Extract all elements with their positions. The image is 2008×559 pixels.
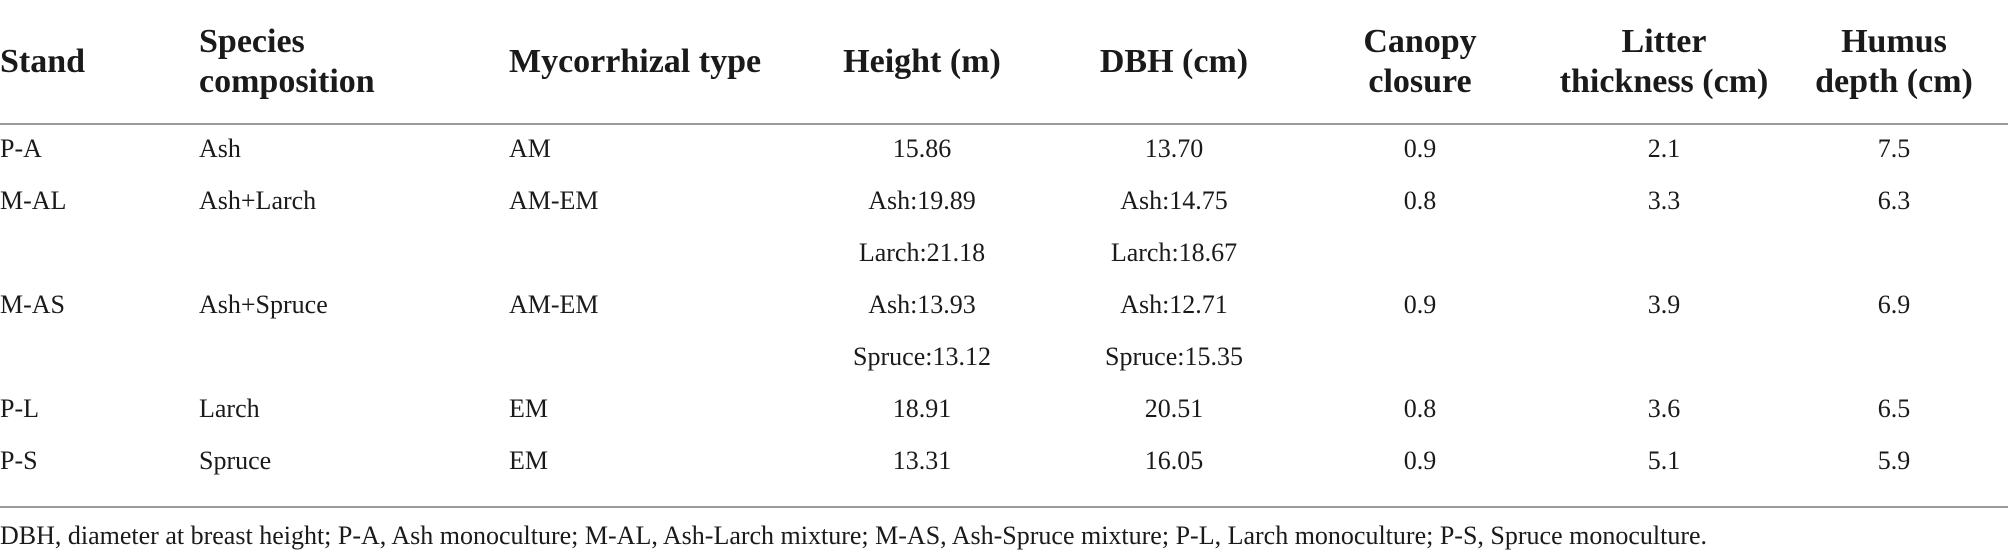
cell-humus: 7.5	[1877, 134, 1911, 163]
header-humus-line1: Humus	[1841, 23, 1947, 60]
cell-stand: P-S	[0, 446, 38, 475]
cell-canopy: 0.9	[1403, 134, 1437, 163]
table-footnote: DBH, diameter at breast height; P-A, Ash…	[0, 521, 1708, 550]
cell-litter: 3.6	[1647, 394, 1681, 423]
header-litter-line1: Litter	[1621, 23, 1707, 60]
cell-dbh: 16.05	[1144, 446, 1204, 475]
cell-litter: 2.1	[1647, 134, 1681, 163]
cell-height: Larch:21.18	[858, 238, 986, 267]
cell-height: Ash:13.93	[868, 290, 976, 319]
table-row: M-AL Ash+Larch AM-EM Ash:19.89 Ash:14.75…	[0, 175, 2008, 227]
table-row: P-A Ash AM 15.86 13.70 0.9 2.1 7.5	[0, 123, 2008, 175]
table-row: Larch:21.18 Larch:18.67	[0, 227, 2008, 279]
table-row: M-AS Ash+Spruce AM-EM Ash:13.93 Ash:12.7…	[0, 279, 2008, 331]
header-mycorrhizal-type: Mycorrhizal type	[509, 43, 762, 80]
cell-canopy: 0.8	[1403, 186, 1437, 215]
header-dbh: DBH (cm)	[1099, 43, 1249, 80]
cell-height: 15.86	[892, 134, 952, 163]
cell-mycorrhizal: AM-EM	[509, 290, 599, 319]
cell-canopy: 0.9	[1403, 290, 1437, 319]
cell-mycorrhizal: EM	[509, 446, 548, 475]
header-stand: Stand	[0, 43, 86, 80]
cell-height: 18.91	[892, 394, 952, 423]
cell-height: Spruce:13.12	[853, 342, 991, 371]
header-species-line2: composition	[199, 63, 375, 100]
cell-species: Ash	[199, 134, 241, 163]
cell-height: 13.31	[892, 446, 952, 475]
cell-humus: 6.5	[1877, 394, 1911, 423]
cell-dbh: Larch:18.67	[1110, 238, 1238, 267]
table-row: P-L Larch EM 18.91 20.51 0.8 3.6 6.5	[0, 383, 2008, 435]
table-row: P-S Spruce EM 13.31 16.05 0.9 5.1 5.9	[0, 435, 2008, 487]
cell-stand: P-A	[0, 134, 42, 163]
cell-dbh: Ash:14.75	[1120, 186, 1228, 215]
header-humus-line2: depth (cm)	[1815, 63, 1973, 100]
cell-humus: 6.9	[1877, 290, 1911, 319]
cell-canopy: 0.9	[1403, 446, 1437, 475]
header-litter-thickness: Litter thickness (cm)	[1560, 22, 1769, 102]
table-row: Spruce:13.12 Spruce:15.35	[0, 331, 2008, 383]
header-litter-line2: thickness (cm)	[1559, 63, 1769, 100]
cell-litter: 3.3	[1647, 186, 1681, 215]
cell-dbh: 20.51	[1144, 394, 1204, 423]
table-header: Stand Species composition Mycorrhizal ty…	[0, 0, 2008, 124]
header-canopy-closure: Canopy closure	[1363, 22, 1476, 102]
cell-species: Larch	[199, 394, 260, 423]
header-humus-depth: Humus depth (cm)	[1815, 22, 1973, 102]
header-height: Height (m)	[843, 43, 1001, 80]
cell-stand: M-AS	[0, 290, 66, 319]
cell-dbh: 13.70	[1144, 134, 1204, 163]
cell-height: Ash:19.89	[868, 186, 976, 215]
cell-dbh: Ash:12.71	[1120, 290, 1228, 319]
cell-humus: 6.3	[1877, 186, 1911, 215]
header-species-line1: Species	[199, 23, 305, 60]
cell-mycorrhizal: EM	[509, 394, 548, 423]
cell-species: Spruce	[199, 446, 272, 475]
header-canopy-line2: closure	[1368, 63, 1472, 100]
cell-mycorrhizal: AM-EM	[509, 186, 599, 215]
cell-litter: 5.1	[1647, 446, 1681, 475]
header-rule	[0, 123, 2008, 125]
cell-litter: 3.9	[1647, 290, 1681, 319]
cell-dbh: Spruce:15.35	[1105, 342, 1243, 371]
cell-mycorrhizal: AM	[509, 134, 551, 163]
header-species-composition: Species composition	[199, 22, 375, 102]
cell-species: Ash+Larch	[199, 186, 317, 215]
cell-species: Ash+Spruce	[199, 290, 328, 319]
table-bottom-rule	[0, 506, 2008, 508]
cell-stand: M-AL	[0, 186, 67, 215]
cell-stand: P-L	[0, 394, 39, 423]
cell-humus: 5.9	[1877, 446, 1911, 475]
cell-canopy: 0.8	[1403, 394, 1437, 423]
header-canopy-line1: Canopy	[1363, 23, 1477, 60]
